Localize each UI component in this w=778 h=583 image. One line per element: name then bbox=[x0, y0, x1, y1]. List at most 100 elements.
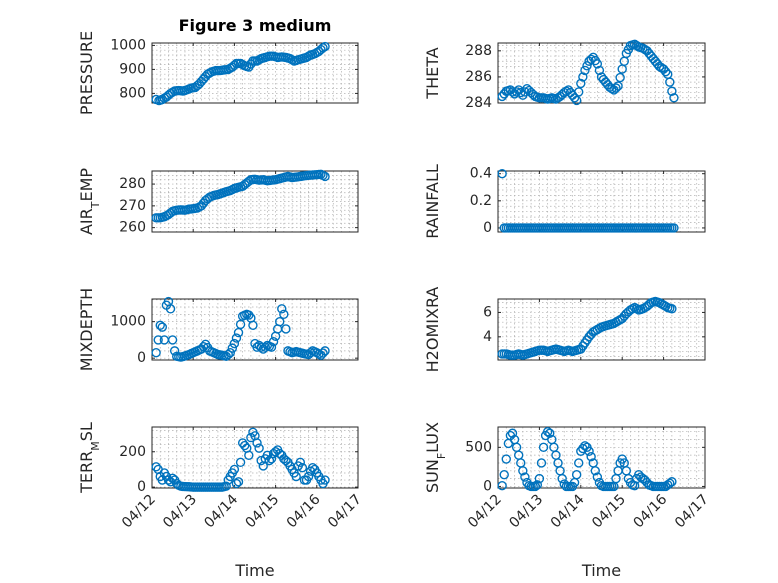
data-point bbox=[277, 304, 287, 314]
data-point bbox=[615, 72, 625, 83]
y-axis-label-main: AIR bbox=[77, 208, 96, 235]
data-point bbox=[667, 477, 677, 487]
y-tick-label: 0.4 bbox=[470, 166, 492, 182]
data-point bbox=[157, 322, 168, 332]
data-point bbox=[318, 43, 328, 53]
y-axis-label: PRESSURE bbox=[77, 31, 96, 115]
data-point bbox=[665, 77, 675, 87]
data-point bbox=[297, 462, 308, 473]
y-tick-label: 284 bbox=[465, 95, 492, 111]
y-axis-label-suffix: LUX bbox=[423, 422, 442, 453]
y-tick-label: 0 bbox=[137, 350, 146, 366]
y-axis-label-main: PRESSURE bbox=[77, 31, 96, 115]
data-point bbox=[252, 438, 262, 448]
data-point bbox=[320, 171, 330, 182]
data-point bbox=[320, 346, 330, 356]
data-point bbox=[221, 481, 231, 491]
data-point bbox=[611, 83, 621, 93]
data-point bbox=[571, 95, 582, 106]
data-point bbox=[580, 65, 590, 76]
y-tick-label: 1000 bbox=[110, 314, 146, 330]
data-point bbox=[669, 93, 679, 103]
y-axis-label: SUNFLUX bbox=[423, 422, 448, 493]
y-axis-label-main: MIXDEPTH bbox=[77, 288, 96, 371]
data-point bbox=[151, 462, 161, 472]
data-point bbox=[592, 472, 603, 482]
y-axis-label: RAINFALL bbox=[423, 164, 442, 239]
data-point bbox=[233, 477, 244, 487]
axes-frame bbox=[151, 298, 359, 361]
y-axis-label: THETA bbox=[423, 47, 442, 99]
data-point bbox=[281, 324, 291, 334]
y-tick-label: 1000 bbox=[110, 37, 146, 53]
data-point bbox=[264, 455, 275, 466]
y-axis-label-main: SUN bbox=[423, 459, 442, 493]
data-point bbox=[279, 309, 289, 320]
y-axis-label-suffix: SL bbox=[77, 422, 96, 441]
data-point bbox=[153, 335, 163, 345]
data-point bbox=[501, 454, 511, 464]
subplot-4: 0 0.2 0.4 RAINFALL bbox=[423, 164, 706, 239]
data-point bbox=[592, 59, 603, 69]
data-point bbox=[268, 337, 279, 347]
data-point bbox=[571, 470, 582, 480]
y-tick-label: 900 bbox=[119, 61, 146, 77]
data-point bbox=[165, 304, 176, 314]
data-point bbox=[607, 83, 617, 94]
data-point bbox=[244, 450, 254, 460]
x-axis-label: Time bbox=[234, 561, 274, 580]
y-tick-label: 286 bbox=[465, 69, 492, 85]
y-axis-label: MIXDEPTH bbox=[77, 288, 96, 371]
data-point bbox=[574, 87, 584, 97]
y-tick-label: 270 bbox=[119, 198, 146, 214]
subplot-6: 4 6 H2OMIXRA bbox=[423, 287, 706, 373]
data-point bbox=[239, 440, 250, 451]
data-point bbox=[266, 342, 277, 352]
data-point bbox=[275, 316, 285, 327]
data-point bbox=[586, 452, 596, 462]
data-point bbox=[499, 470, 509, 480]
data-point bbox=[534, 473, 545, 484]
y-tick-label: 200 bbox=[119, 444, 146, 460]
data-point bbox=[266, 454, 277, 464]
data-point bbox=[229, 464, 240, 475]
data-point bbox=[665, 478, 675, 489]
y-tick-label: 0 bbox=[483, 478, 492, 494]
x-axis-label: Time bbox=[581, 561, 621, 580]
axes-frame bbox=[151, 42, 359, 104]
data-point bbox=[320, 41, 330, 52]
y-tick-label: 0.2 bbox=[470, 193, 492, 209]
data-point bbox=[557, 473, 567, 484]
y-axis-label: AIRTEMP bbox=[77, 168, 102, 235]
y-axis-label: TERRMSL bbox=[77, 422, 102, 494]
data-point bbox=[574, 458, 584, 468]
subplot-2: 284 286 288 THETA bbox=[423, 39, 706, 111]
data-point bbox=[667, 304, 677, 314]
data-point bbox=[225, 347, 235, 358]
data-point bbox=[318, 348, 328, 358]
data-point bbox=[229, 338, 240, 349]
data-point bbox=[223, 349, 233, 360]
data-point bbox=[667, 86, 677, 96]
data-point bbox=[520, 472, 530, 482]
y-axis-label-subscript: F bbox=[435, 453, 448, 459]
y-tick-label: 280 bbox=[119, 176, 146, 192]
data-point bbox=[198, 341, 209, 352]
subplot-3: 260 270 280 AIRTEMP bbox=[77, 168, 359, 236]
data-point bbox=[507, 428, 518, 438]
axes-frame bbox=[497, 42, 706, 104]
data-point bbox=[295, 457, 306, 468]
y-tick-label: 0 bbox=[137, 479, 146, 495]
data-point bbox=[167, 335, 178, 345]
data-point bbox=[155, 320, 165, 330]
data-point bbox=[227, 343, 238, 353]
data-point bbox=[669, 223, 679, 233]
data-point bbox=[151, 347, 161, 358]
y-axis-label: H2OMIXRA bbox=[423, 287, 442, 373]
y-axis-label-main: H2OMIXRA bbox=[423, 287, 442, 373]
data-point bbox=[497, 480, 507, 491]
data-point bbox=[260, 342, 270, 352]
y-axis-label-subscript: T bbox=[89, 201, 102, 209]
y-tick-label: 288 bbox=[465, 43, 492, 59]
